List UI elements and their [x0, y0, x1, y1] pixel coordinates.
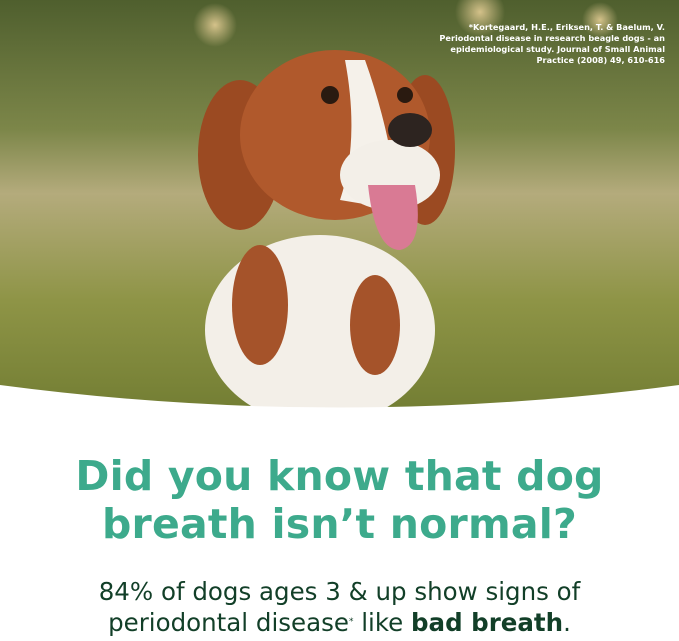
subtext-period: . — [563, 608, 571, 637]
dog-photo — [0, 0, 679, 430]
dog-illustration — [198, 50, 455, 425]
subtext-like: like — [353, 608, 412, 637]
citation-text: *Kortegaard, H.E., Eriksen, T. & Baelum,… — [439, 22, 665, 65]
headline-line-2: breath isn’t normal? — [102, 500, 577, 548]
subtext-disease: periodontal disease — [108, 608, 349, 637]
headline: Did you know that dog breath isn’t norma… — [0, 452, 679, 548]
subtext-line-1: 84% of dogs ages 3 & up show signs of — [98, 577, 581, 606]
subtext-line-2: periodontal disease* like bad breath. — [0, 607, 679, 638]
subtext: 84% of dogs ages 3 & up show signs of pe… — [0, 576, 679, 638]
subtext-bold: bad breath — [411, 608, 564, 637]
asterisk: * — [348, 617, 354, 627]
headline-line-1: Did you know that dog — [75, 452, 604, 500]
